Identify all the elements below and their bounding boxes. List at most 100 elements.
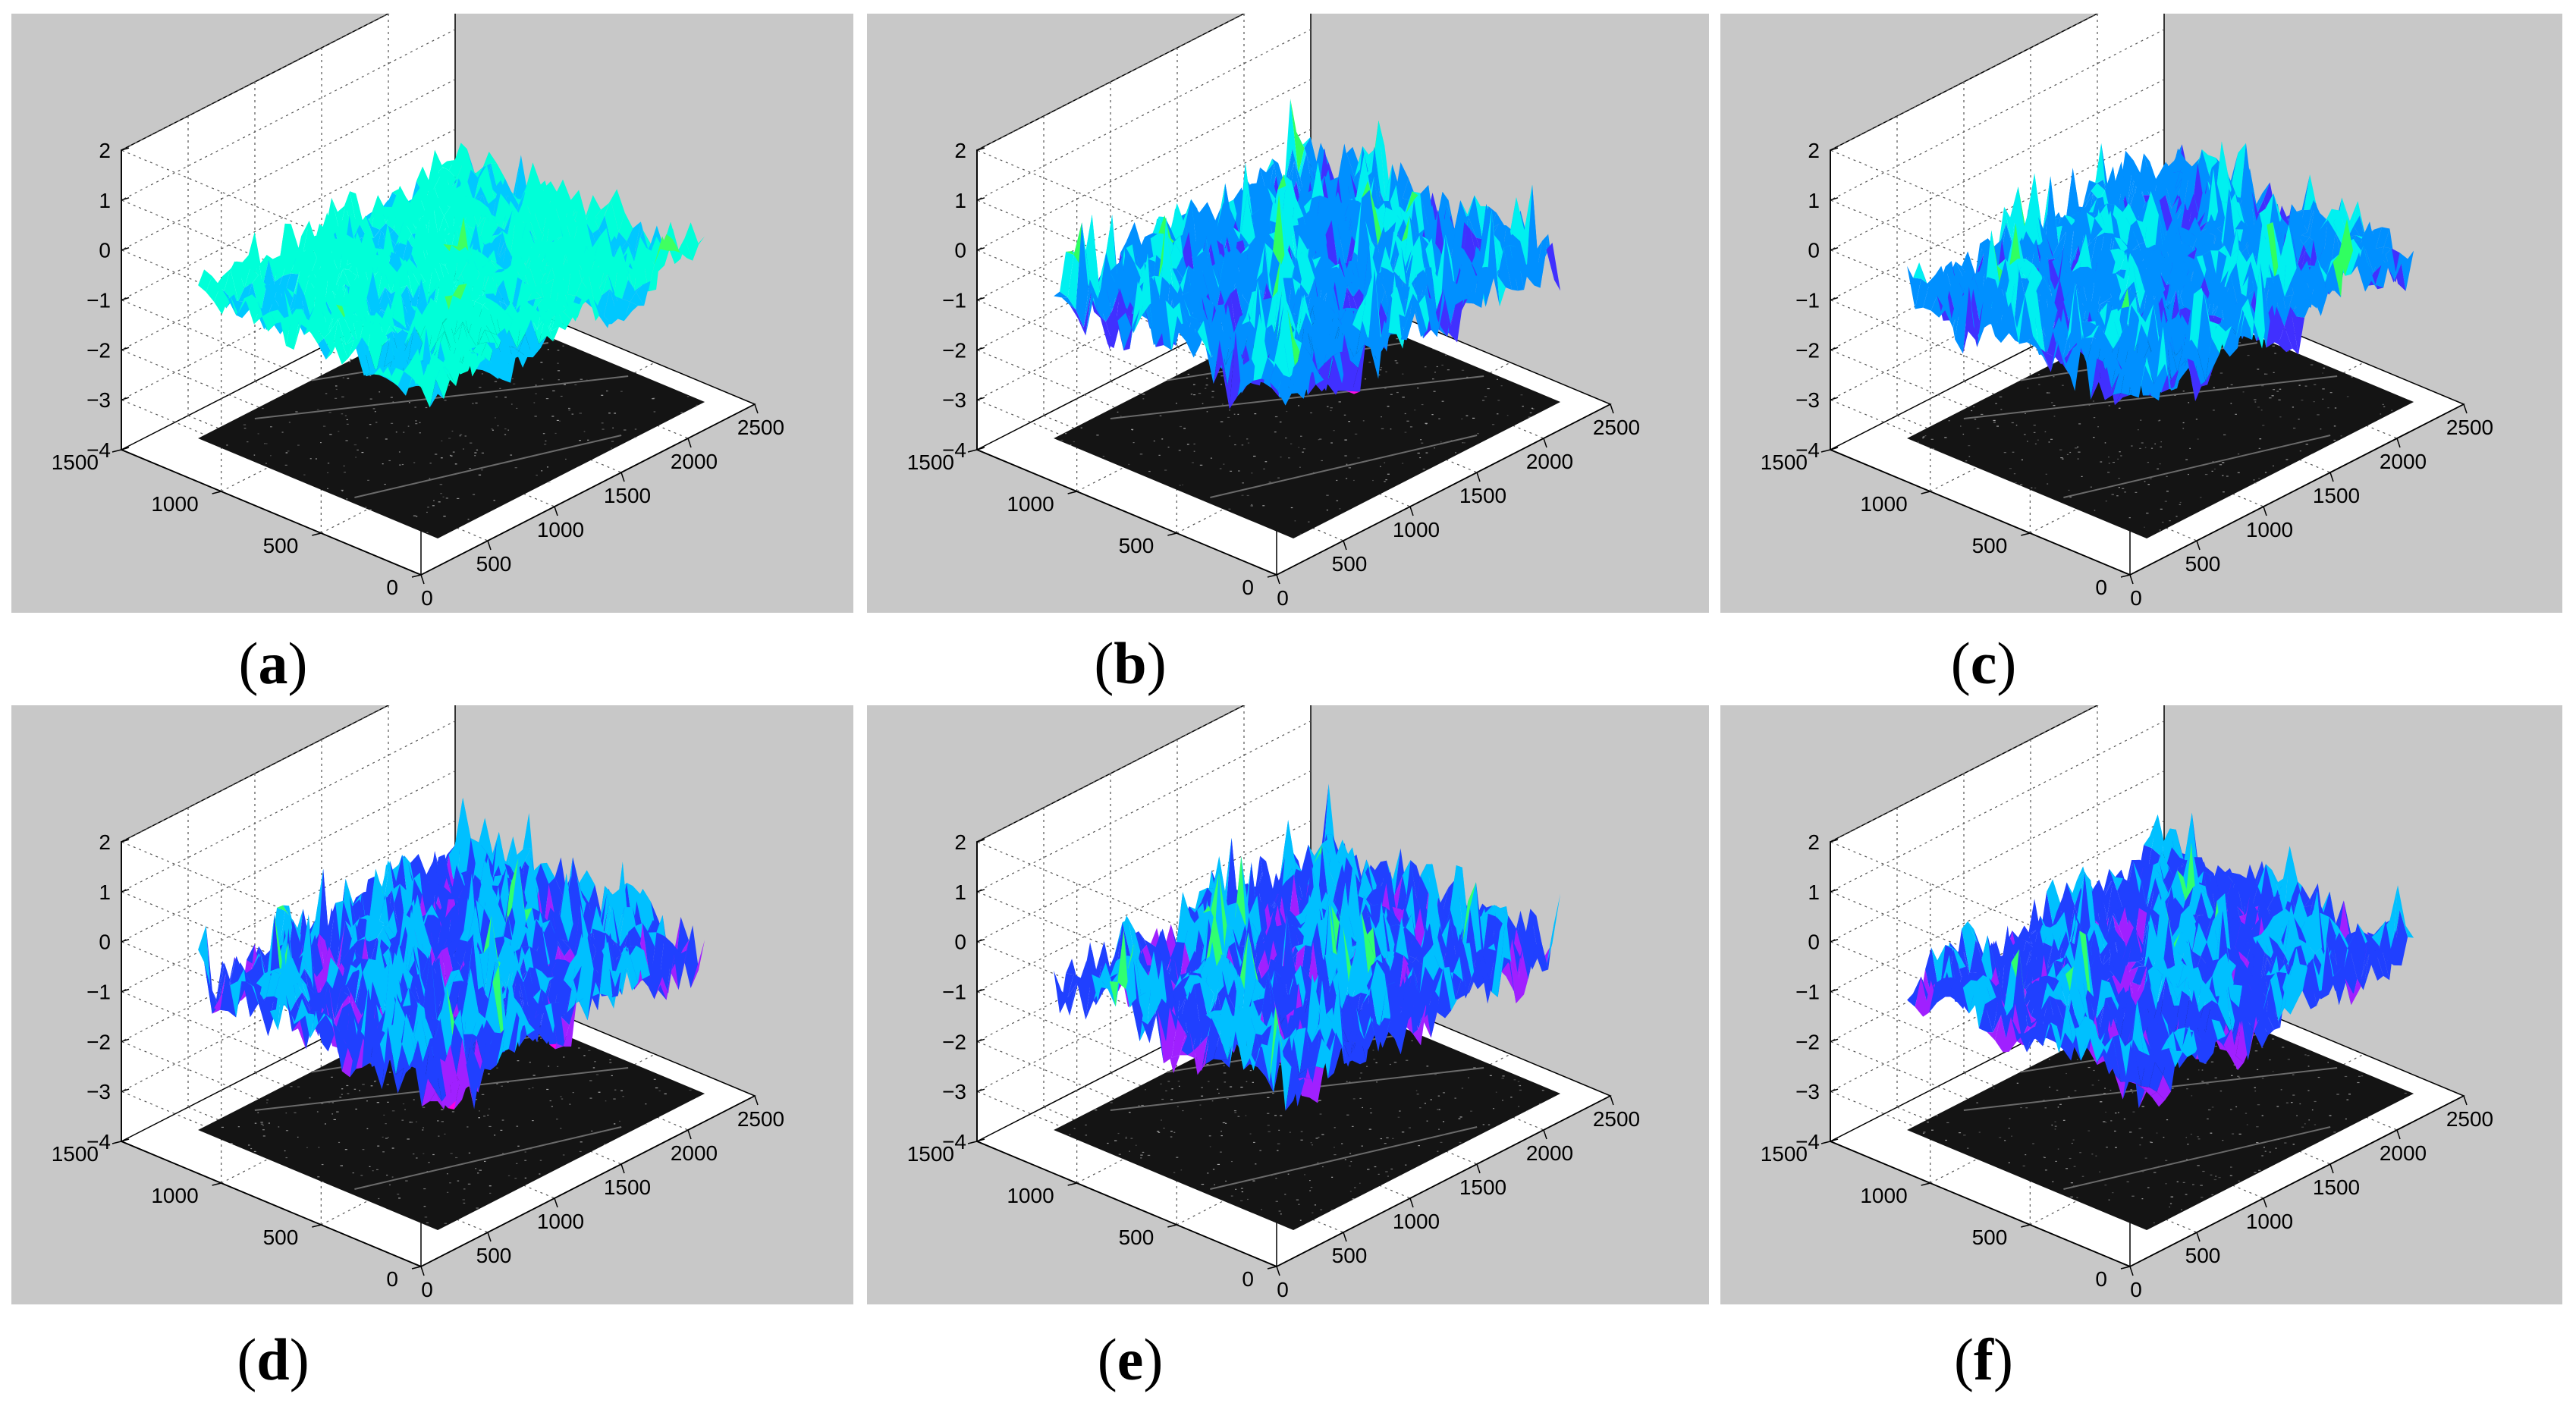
caption-open-paren: (: [238, 630, 259, 696]
y-tick-label: 1500: [52, 1142, 99, 1166]
y-tick-label: 0: [386, 576, 398, 599]
z-tick-label: −1: [86, 289, 111, 312]
y-tick-label: 1500: [1761, 1142, 1808, 1166]
y-tick-label: 500: [263, 534, 299, 557]
z-tick-label: −1: [942, 289, 966, 312]
caption-open-paren: (: [1954, 1326, 1974, 1392]
y-tick-label: 0: [386, 1267, 398, 1291]
base-image: [198, 302, 705, 538]
z-tick-label: 0: [1808, 931, 1820, 954]
z-tick-label: −2: [1795, 338, 1820, 362]
surface-mesh: [1907, 141, 2414, 406]
y-tick-label: 0: [2095, 576, 2107, 599]
z-tick-label: −1: [1795, 289, 1820, 312]
z-tick-label: 2: [954, 139, 966, 162]
x-tick-label: 2000: [1526, 450, 1573, 473]
z-tick-label: −4: [86, 438, 111, 462]
caption-close-paren: ): [287, 630, 308, 696]
caption-open-paren: (: [1097, 1326, 1117, 1392]
chart-panel-b: 2 1 0 −1 −2 −3 −4 1500 1000 500 0 0 500 1000 1500 2000 2…: [867, 14, 1709, 613]
y-tick-label: 1000: [1007, 1184, 1054, 1207]
y-tick-label: 0: [1242, 576, 1254, 599]
z-tick-label: −4: [942, 1130, 966, 1153]
chart-panel-e: 2 1 0 −1 −2 −3 −4 1500 1000 500 0 0 500 1000 1500 2000 2…: [867, 705, 1709, 1304]
x-tick-label: 0: [421, 586, 433, 610]
x-tick-label: 0: [2130, 586, 2142, 610]
x-tick-label: 0: [421, 1278, 433, 1301]
panel-caption-f: (f): [1832, 1326, 2135, 1394]
x-tick-label: 500: [1332, 1244, 1368, 1267]
z-tick-label: 1: [1808, 880, 1820, 904]
base-image: [1054, 302, 1561, 538]
z-tick-label: −2: [942, 1030, 966, 1053]
surface-mesh: [198, 797, 705, 1110]
z-tick-label: −3: [1795, 1080, 1820, 1103]
x-tick-label: 500: [476, 1244, 512, 1267]
z-tick-label: −1: [86, 981, 111, 1004]
x-tick-label: 2500: [737, 1107, 784, 1131]
base-image: [198, 993, 705, 1230]
x-tick-label: 1000: [537, 1210, 584, 1233]
surface-mesh: [198, 143, 705, 408]
z-tick-label: −3: [86, 1080, 111, 1103]
z-tick-label: 0: [954, 239, 966, 262]
caption-open-paren: (: [237, 1326, 257, 1392]
panel-caption-d: (d): [121, 1326, 425, 1394]
z-tick-label: −3: [86, 388, 111, 412]
z-tick-label: 1: [1808, 189, 1820, 212]
panel-caption-c: (c): [1832, 629, 2135, 698]
y-tick-label: 500: [1972, 534, 2008, 557]
z-tick-label: −2: [942, 338, 966, 362]
panel-caption-a: (a): [121, 629, 425, 698]
surface-mesh: [1054, 783, 1561, 1111]
x-tick-label: 2000: [671, 450, 718, 473]
y-tick-label: 0: [1242, 1267, 1254, 1291]
caption-letter: d: [256, 1326, 290, 1392]
z-tick-label: −4: [1795, 438, 1820, 462]
x-tick-label: 1000: [537, 518, 584, 541]
caption-open-paren: (: [1950, 630, 1971, 696]
caption-letter: b: [1114, 630, 1147, 696]
x-tick-label: 500: [476, 552, 512, 576]
y-tick-label: 1500: [907, 450, 954, 474]
x-tick-label: 0: [1277, 586, 1289, 610]
z-tick-label: −2: [86, 1030, 111, 1053]
z-tick-label: −4: [942, 438, 966, 462]
x-tick-label: 1000: [1393, 518, 1440, 541]
z-tick-label: −1: [942, 981, 966, 1004]
caption-close-paren: ): [289, 1326, 309, 1392]
panel-caption-e: (e): [979, 1326, 1282, 1394]
chart-panel-d: 2 1 0 −1 −2 −3 −4 1500 1000 500 0 0 500 1000 1500 2000 2…: [11, 705, 853, 1304]
x-tick-label: 1500: [604, 1175, 651, 1199]
caption-close-paren: ): [1146, 630, 1167, 696]
x-tick-label: 500: [1332, 552, 1368, 576]
z-tick-label: 2: [99, 830, 111, 854]
x-tick-label: 500: [2185, 1244, 2221, 1267]
y-tick-label: 500: [1119, 1226, 1154, 1249]
z-tick-label: −2: [1795, 1030, 1820, 1053]
x-tick-label: 2000: [1526, 1141, 1573, 1165]
z-tick-label: 2: [1808, 830, 1820, 854]
y-tick-label: 500: [263, 1226, 299, 1249]
y-tick-label: 0: [2095, 1267, 2107, 1291]
caption-close-paren: ): [1143, 1326, 1164, 1392]
z-tick-label: 2: [1808, 139, 1820, 162]
y-tick-label: 1000: [151, 1184, 198, 1207]
panel-caption-b: (b): [979, 629, 1282, 698]
x-tick-label: 2500: [1593, 416, 1640, 439]
x-tick-label: 2500: [737, 416, 784, 439]
x-tick-label: 1000: [2246, 1210, 2293, 1233]
x-tick-label: 2000: [2380, 450, 2427, 473]
y-tick-label: 1000: [1860, 492, 1907, 516]
x-tick-label: 2000: [2380, 1141, 2427, 1165]
caption-letter: c: [1970, 630, 1997, 696]
base-image: [1054, 993, 1561, 1230]
z-tick-label: 0: [1808, 239, 1820, 262]
caption-letter: a: [258, 630, 288, 696]
z-tick-label: 1: [954, 880, 966, 904]
x-tick-label: 1000: [1393, 1210, 1440, 1233]
